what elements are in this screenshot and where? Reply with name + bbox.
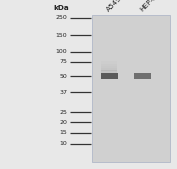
Bar: [101, 66, 117, 68]
Bar: [101, 73, 118, 79]
Text: 37: 37: [59, 90, 67, 95]
Bar: [101, 61, 117, 64]
Text: 75: 75: [59, 59, 67, 64]
Text: 15: 15: [59, 130, 67, 135]
Text: 50: 50: [59, 74, 67, 79]
Bar: [134, 73, 151, 79]
Text: HEP-2: HEP-2: [138, 0, 158, 13]
Text: 10: 10: [59, 141, 67, 147]
Bar: [101, 70, 117, 73]
Text: 25: 25: [59, 110, 67, 115]
Text: 150: 150: [56, 33, 67, 38]
Text: 250: 250: [56, 15, 67, 20]
Bar: [101, 64, 117, 66]
Text: kDa: kDa: [53, 5, 69, 11]
Bar: [101, 68, 117, 71]
Text: A549: A549: [105, 0, 122, 13]
Text: 100: 100: [56, 49, 67, 54]
Text: 20: 20: [59, 119, 67, 125]
Bar: [92, 15, 170, 162]
